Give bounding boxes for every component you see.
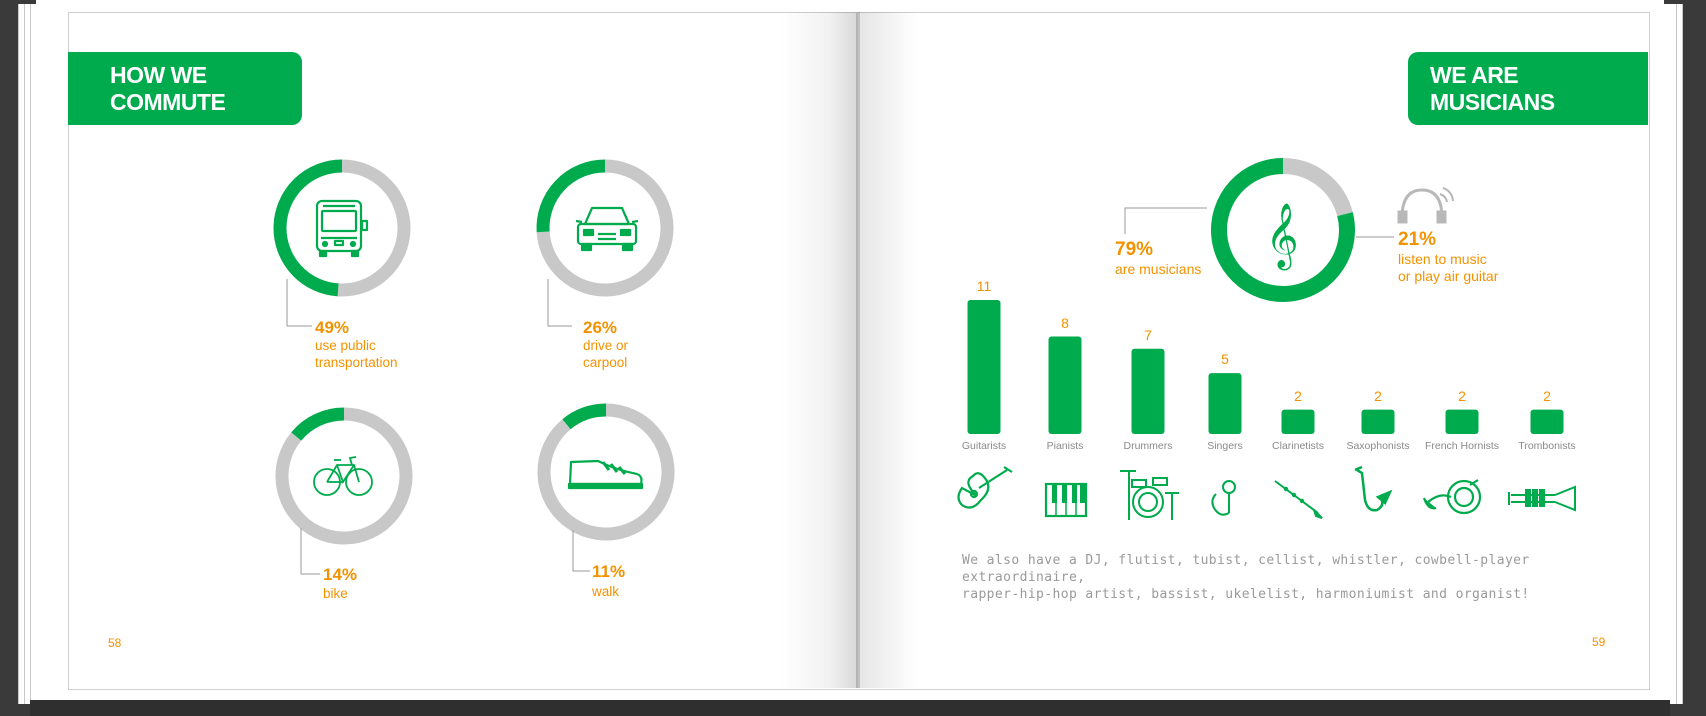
donut-value-slice [273, 159, 343, 297]
footnote-line: rapper-hip-hop artist, bassist, ukelelis… [962, 587, 1530, 602]
trumpet-icon [1508, 485, 1576, 512]
bar-french-hornists [1445, 409, 1479, 434]
left-page-title-text: HOW WE COMMUTE [110, 61, 226, 115]
bar-value-label: 2 [1543, 387, 1551, 404]
item-label-line: drive or [583, 338, 629, 353]
donut-remainder-slice [337, 159, 411, 297]
musicians-label: are musicians [1115, 261, 1202, 277]
bicycle-icon [313, 456, 373, 496]
guitar-icon [957, 466, 1013, 509]
donut-remainder-slice [537, 403, 675, 541]
bar-guitarists [967, 300, 1001, 434]
donut-walk [537, 403, 675, 541]
right-page-title: WE ARE MUSICIANS [1408, 52, 1648, 125]
bar-category-label: Drummers [1123, 440, 1173, 452]
footnote-line: We also have a DJ, flutist, tubist, cell… [962, 553, 1530, 585]
donut-value-slice [562, 403, 607, 430]
left-page-title: HOW WE COMMUTE [68, 52, 302, 125]
right-page-title-text: WE ARE MUSICIANS [1430, 61, 1555, 115]
book-spine [856, 12, 858, 688]
percent-label: 49% [315, 318, 350, 337]
donut-remainder-slice [275, 407, 413, 545]
bar-trombonists [1530, 409, 1564, 434]
piano-keys-icon [1044, 482, 1088, 518]
donut-value-slice [536, 159, 606, 233]
percent-label: 14% [323, 565, 358, 584]
gutter-shadow [858, 12, 918, 688]
instrument-bar-chart [967, 300, 1564, 434]
item-label-line: use public [315, 338, 376, 353]
sneaker-icon [567, 459, 644, 490]
donut-remainder-slice [536, 159, 674, 297]
footnote: We also have a DJ, flutist, tubist, cell… [962, 552, 1602, 603]
bar-category-label: Saxophonists [1346, 440, 1410, 452]
donut-public-transportation [273, 159, 411, 297]
bar-category-label: French Hornists [1424, 440, 1500, 452]
bar-category-label: Singers [1207, 440, 1243, 452]
donut-value-slice [1211, 158, 1355, 302]
item-label: bike [323, 586, 348, 601]
percent-label: 11% [592, 562, 626, 581]
gutter-shadow [780, 12, 860, 688]
bar-pianists [1048, 336, 1082, 434]
bar-value-label: 2 [1294, 387, 1302, 404]
bar-singers [1208, 373, 1242, 434]
bar-saxophonists [1361, 409, 1395, 434]
donut-musicians [1211, 158, 1355, 302]
leader-line [547, 279, 572, 327]
drum-kit-icon [1120, 470, 1179, 520]
percent-label: 26% [583, 318, 618, 337]
bar-category-label: Guitarists [961, 440, 1007, 452]
bar-category-label: Clarinetists [1272, 440, 1324, 452]
item-label: walk [592, 584, 620, 599]
saxophone-icon [1354, 465, 1393, 512]
page-number: 59 [1592, 635, 1606, 649]
bus-icon [315, 199, 369, 258]
page-number: 58 [108, 636, 122, 650]
bar-value-label: 5 [1221, 351, 1229, 368]
donut-bike [275, 407, 413, 545]
bar-value-label: 8 [1061, 314, 1069, 331]
leader-line [286, 279, 312, 327]
bar-category-label: Pianists [1046, 440, 1084, 452]
item-label: drive or carpool [583, 337, 628, 371]
listeners-label-line: or play air guitar [1398, 268, 1499, 284]
listeners-label-line: listen to music [1398, 251, 1487, 267]
car-icon [575, 206, 639, 252]
item-label-line: carpool [583, 355, 628, 370]
clarinet-icon [1274, 480, 1323, 519]
french-horn-icon [1422, 479, 1482, 515]
item-label-line: transportation [315, 355, 398, 370]
bar-value-label: 2 [1458, 387, 1466, 404]
item-label: use public transportation [315, 337, 398, 371]
headphones-icon [1397, 187, 1454, 224]
listeners-label: listen to music or play air guitar [1398, 251, 1498, 285]
donut-remainder-slice [1282, 158, 1353, 217]
leader-line [1124, 207, 1207, 234]
donut-drive-carpool [536, 159, 674, 297]
musicians-percent: 79% [1115, 239, 1154, 260]
microphone-icon [1211, 480, 1236, 516]
bar-clarinetists [1281, 409, 1315, 434]
bar-value-label: 11 [976, 278, 992, 294]
bar-category-label: Trombonists [1518, 440, 1576, 452]
book-bottom [30, 700, 1670, 716]
leader-line [300, 528, 320, 575]
bar-value-label: 7 [1144, 326, 1152, 343]
listeners-percent: 21% [1398, 229, 1437, 250]
treble-clef-icon: 𝄞 [1265, 203, 1298, 270]
leader-line [572, 530, 590, 572]
donut-value-slice [291, 407, 345, 441]
bar-value-label: 2 [1374, 387, 1382, 404]
bar-drummers [1131, 348, 1165, 434]
page-frame [68, 12, 1650, 690]
